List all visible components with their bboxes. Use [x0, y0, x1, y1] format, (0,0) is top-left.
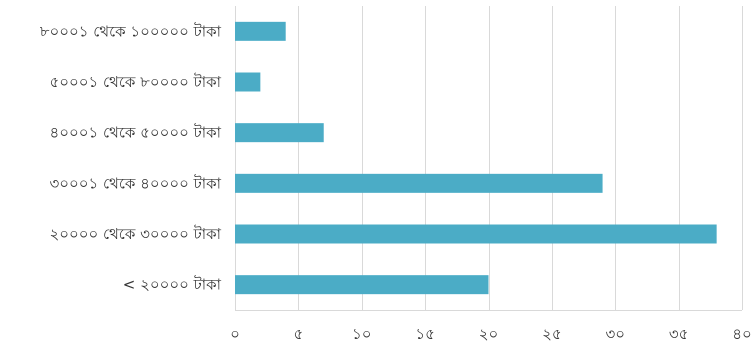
x-tick-label-1: ৫: [294, 325, 304, 343]
bar-5: [235, 275, 489, 295]
x-tick-label-5: ২৫: [542, 325, 562, 343]
category-label-1: ৫০০০১ থেকে ৮০০০০ টাকা: [50, 73, 222, 91]
x-tick-label-8: ৪০: [732, 325, 752, 343]
category-label-5: < ২০০০০ টাকা: [123, 276, 222, 294]
x-tick-label-6: ৩০: [605, 325, 625, 343]
category-labels: ৮০০০১ থেকে ১০০০০০ টাকা ৫০০০১ থেকে ৮০০০০ ট…: [40, 22, 222, 293]
gridlines: [235, 6, 743, 311]
bar-3: [235, 173, 603, 193]
x-tick-label-2: ১০: [352, 325, 372, 343]
category-label-2: ৪০০০১ থেকে ৫০০০০ টাকা: [50, 124, 222, 142]
bar-4: [235, 224, 717, 244]
bar-1: [235, 72, 261, 92]
bar-0: [235, 21, 286, 41]
x-tick-label-4: ২০: [479, 325, 499, 343]
category-label-3: ৩০০০১ থেকে ৪০০০০ টাকা: [50, 174, 222, 192]
x-tick-label-0: ০: [230, 325, 240, 343]
x-tick-label-7: ৩৫: [669, 325, 689, 343]
bars: [235, 21, 717, 295]
bar-2: [235, 123, 324, 143]
x-tick-label-3: ১৫: [415, 325, 434, 343]
category-label-0: ৮০০০১ থেকে ১০০০০০ টাকা: [40, 22, 222, 40]
x-tick-labels: ০ ৫ ১০ ১৫ ২০ ২৫ ৩০ ৩৫ ৪০: [230, 325, 752, 343]
category-label-4: ২০০০০ থেকে ৩০০০০ টাকা: [49, 225, 221, 243]
